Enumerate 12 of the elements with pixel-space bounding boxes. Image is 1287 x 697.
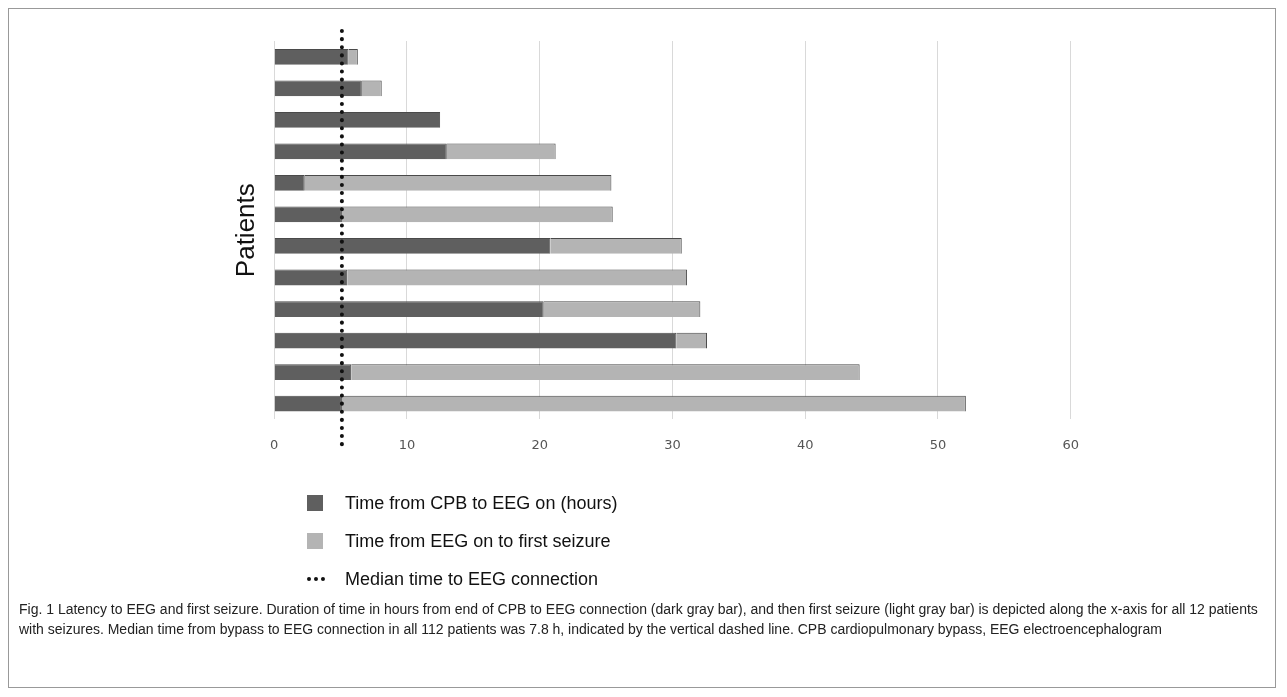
legend-label: Time from CPB to EEG on (hours)	[345, 492, 618, 514]
x-tick-label: 20	[531, 436, 548, 452]
x-tick-label: 50	[929, 436, 947, 452]
x-tick-label: 60	[1062, 436, 1079, 452]
x-tick-label: 0	[270, 436, 279, 452]
caption: Fig. 1 Latency to EEG and first seizure. Duration of time in hours from end of CPB to EEG connection (dark gray bar), and then first seizure (light gray bar) is depicted along the x-axis for all 12 patients with seizures. Median time from bypass to EEG connection in all 112 patients was 7.8 h, indicated by the vertical dashed line. CPB cardiopulmonary bypass, EEG electroencephalogram	[19, 600, 1259, 639]
legend-label: Median time to EEG connection	[345, 568, 599, 590]
y-axis-title: Patients	[229, 183, 260, 278]
legend-label: Time from EEG on to first seizure	[345, 530, 611, 552]
x-tick-label: 40	[796, 436, 814, 452]
x-tick-label: 10	[398, 436, 416, 452]
x-tick-label: 30	[664, 436, 681, 452]
